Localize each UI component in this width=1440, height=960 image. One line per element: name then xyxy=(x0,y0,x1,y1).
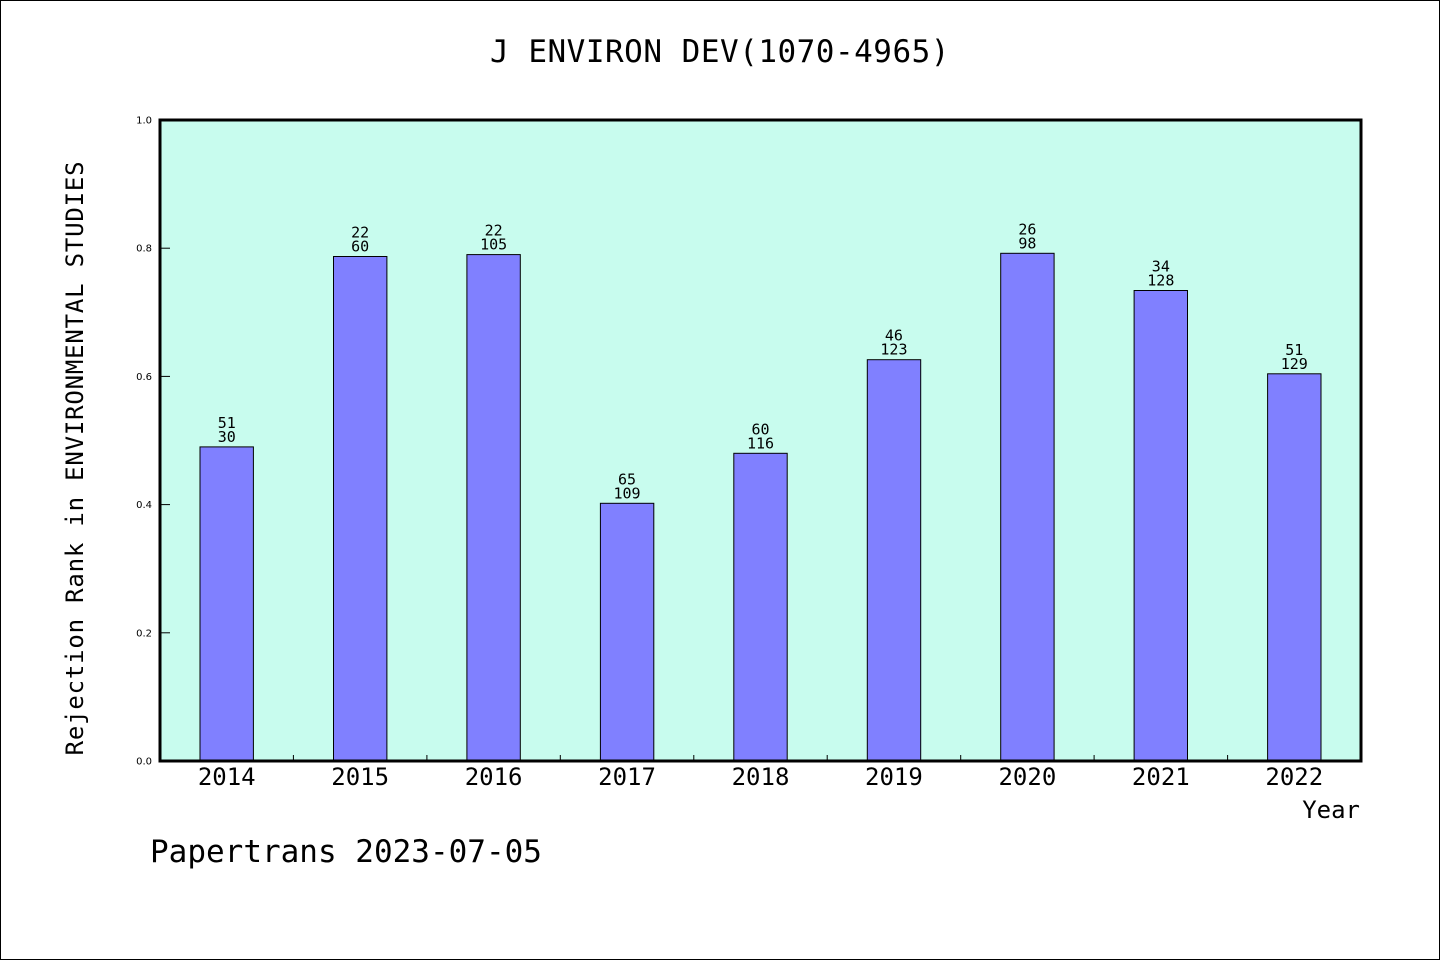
y-tick-label: 0.2 xyxy=(136,628,152,639)
x-tick-label-2018: 2018 xyxy=(732,763,790,791)
bar-2020 xyxy=(1000,252,1055,762)
bar-2021 xyxy=(1133,290,1188,762)
bar-2017 xyxy=(599,502,655,762)
bar-2014 xyxy=(199,446,254,762)
bar-label-bottom-2015: 60 xyxy=(351,238,369,256)
bar-2018 xyxy=(733,452,788,762)
bar-label-top-2020: 26 xyxy=(1018,220,1036,238)
x-tick-label-2016: 2016 xyxy=(465,763,523,791)
bar-label-top-2015: 22 xyxy=(351,224,369,242)
bar-2022 xyxy=(1267,373,1322,762)
y-tick-label: 0.6 xyxy=(136,372,152,383)
bar-2016 xyxy=(466,254,521,762)
bars-group: 5130226022105651096011646123269834128511… xyxy=(199,220,1322,762)
x-tick-label-2021: 2021 xyxy=(1132,763,1190,791)
x-axis-label: Year xyxy=(1302,796,1360,824)
chart-title: J ENVIRON DEV(1070-4965) xyxy=(490,34,950,70)
x-tick-label-2015: 2015 xyxy=(331,763,389,791)
bar-label-top-2018: 60 xyxy=(751,420,769,438)
axes-group: 2014 2015 2016 2017 2018 2019 2020 2021 2022 0.0 0… xyxy=(136,116,1323,792)
x-tick-label-2020: 2020 xyxy=(998,763,1056,791)
bar-label-bottom-2021: 128 xyxy=(1147,272,1174,290)
bar-2019 xyxy=(866,359,922,762)
bar-label-bottom-2014: 30 xyxy=(218,428,236,446)
bar-label-top-2019: 46 xyxy=(885,327,903,345)
bar-label-bottom-2018: 116 xyxy=(747,434,774,452)
bar-label-bottom-2022: 129 xyxy=(1281,355,1308,373)
x-tick-label-2022: 2022 xyxy=(1265,763,1323,791)
bar-2015 xyxy=(333,256,388,762)
bar-label-bottom-2020: 98 xyxy=(1018,234,1036,252)
y-tick-label: 0.4 xyxy=(136,500,152,511)
bar-label-bottom-2019: 123 xyxy=(880,341,907,359)
y-tick-label: 0.8 xyxy=(136,244,152,255)
bar-label-top-2017: 65 xyxy=(618,470,636,488)
bar-label-top-2014: 51 xyxy=(218,414,236,432)
y-tick-label: 0.0 xyxy=(136,757,152,768)
plot-border xyxy=(158,118,1363,763)
y-tick-label: 1.0 xyxy=(136,116,152,127)
bar-label-bottom-2016: 105 xyxy=(480,236,507,254)
x-tick-label-2014: 2014 xyxy=(198,763,256,791)
x-tick-label-2019: 2019 xyxy=(865,763,923,791)
bar-label-top-2022: 51 xyxy=(1285,341,1303,359)
bar-label-top-2021: 34 xyxy=(1152,258,1170,276)
footer-credit: Papertrans 2023-07-05 xyxy=(150,834,542,870)
bar-label-bottom-2017: 109 xyxy=(614,484,641,502)
x-tick-label-2017: 2017 xyxy=(598,763,656,791)
bar-label-top-2016: 22 xyxy=(485,222,503,240)
